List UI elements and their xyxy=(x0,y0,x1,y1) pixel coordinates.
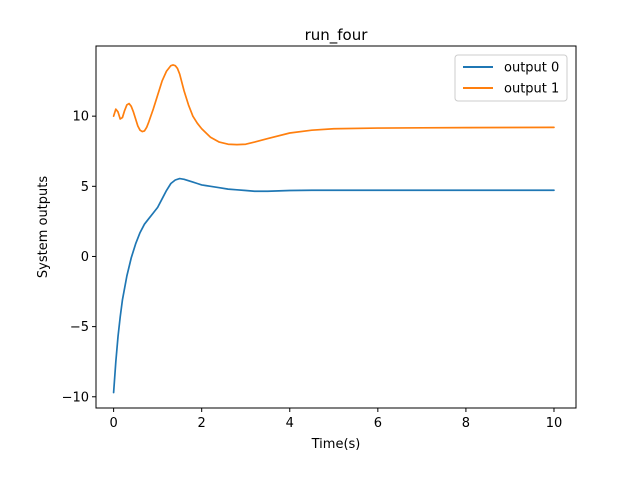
series-line-output-0 xyxy=(112,177,555,394)
legend-label-output-1: output 1 xyxy=(504,82,559,97)
series-line-output-1 xyxy=(112,64,555,146)
x-tick-label: 4 xyxy=(286,416,294,431)
legend: output 0 output 1 xyxy=(454,54,568,102)
x-tick-label: 6 xyxy=(374,416,382,431)
y-tick-label: 5 xyxy=(81,180,89,195)
x-tick-label: 2 xyxy=(198,416,206,431)
y-axis-ticks: −10 −5 0 5 10 xyxy=(62,110,96,405)
axes-frame xyxy=(95,45,577,409)
plot-area xyxy=(95,45,577,409)
y-tick-label: −10 xyxy=(62,390,89,405)
x-axis-ticks: 0 2 4 6 8 10 xyxy=(109,408,562,431)
x-axis-label: Time(s) xyxy=(311,437,361,452)
chart-title: run_four xyxy=(305,26,369,45)
series-layer xyxy=(112,64,555,394)
x-tick-label: 8 xyxy=(462,416,470,431)
x-tick-label: 0 xyxy=(109,416,117,431)
y-tick-label: −5 xyxy=(70,320,89,335)
legend-label-output-0: output 0 xyxy=(504,61,559,76)
y-axis-label: System outputs xyxy=(36,176,51,278)
y-tick-label: 10 xyxy=(72,110,89,125)
y-tick-label: 0 xyxy=(81,250,89,265)
x-tick-label: 10 xyxy=(546,416,563,431)
